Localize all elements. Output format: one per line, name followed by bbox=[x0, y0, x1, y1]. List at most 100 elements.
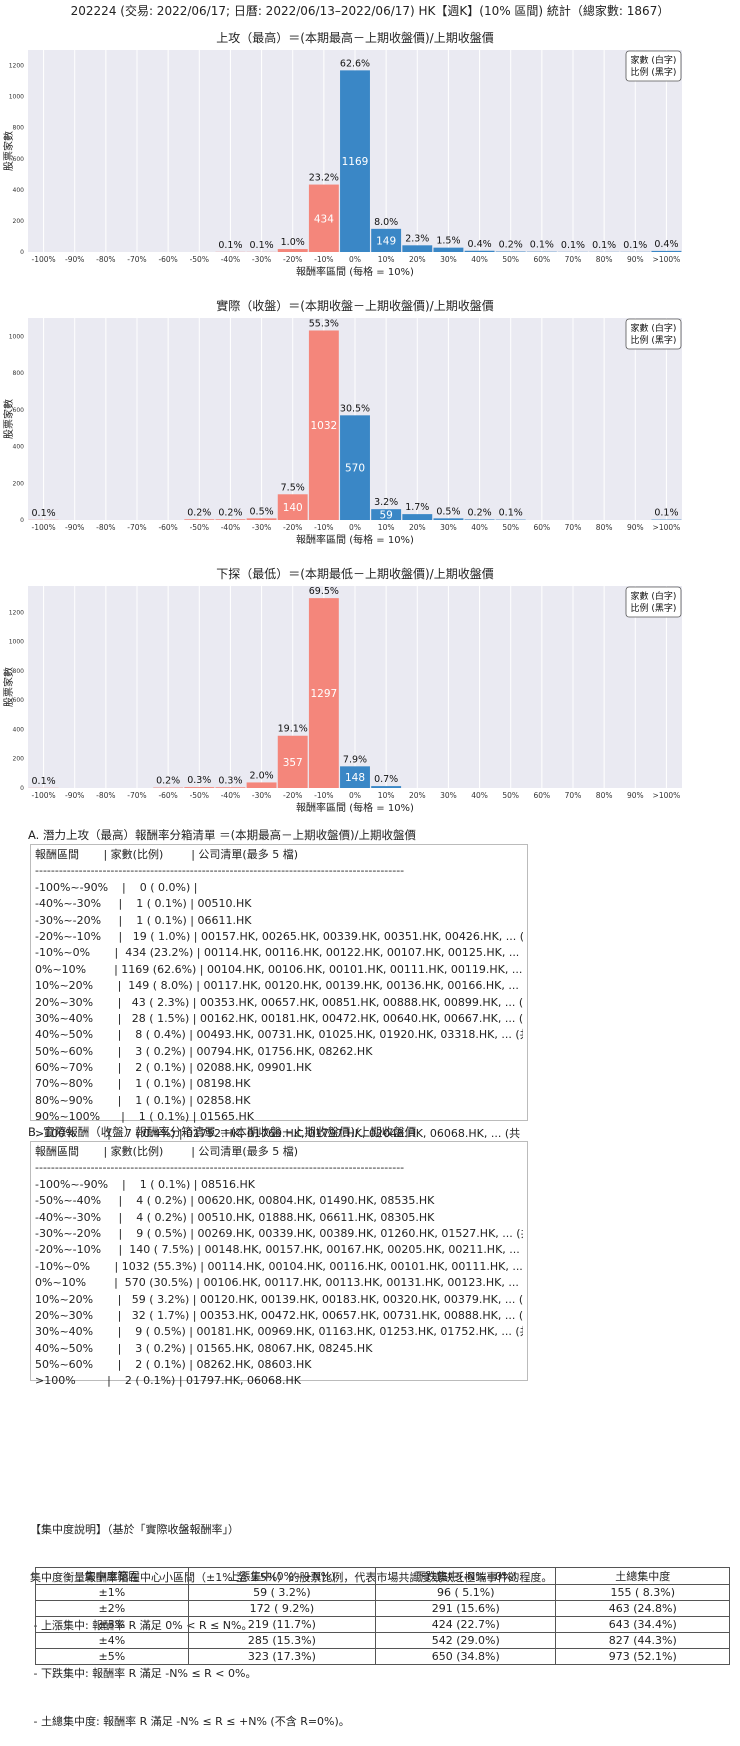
list-divider: ----------------------------------------… bbox=[35, 863, 523, 879]
table-cell: 463 (24.8%) bbox=[556, 1601, 730, 1617]
list-item: 0%~10% | 1169 (62.6%) | 00104.HK, 00106.… bbox=[35, 962, 523, 978]
bar bbox=[433, 248, 463, 252]
list-item: -30%~-20% | 1 ( 0.1%) | 06611.HK bbox=[35, 913, 523, 929]
y-tick-label: 200 bbox=[13, 480, 25, 487]
x-tick-label: 50% bbox=[502, 791, 519, 800]
list-item: 40%~50% | 3 ( 0.2%) | 01565.HK, 08067.HK… bbox=[35, 1341, 523, 1357]
x-tick-label: 60% bbox=[534, 255, 551, 264]
bar-percent-label: 0.2% bbox=[499, 240, 523, 251]
table-header-row: 集中度範圍 上漲集中(0%~+N%) 下跌集中(-N%~0%) 土總集中度 bbox=[36, 1568, 730, 1585]
bar-percent-label: 0.2% bbox=[468, 507, 492, 518]
bar bbox=[184, 519, 214, 520]
bar bbox=[247, 782, 277, 788]
x-tick-label: -90% bbox=[65, 255, 84, 264]
list-item: 50%~60% | 3 ( 0.2%) | 00794.HK, 01756.HK… bbox=[35, 1044, 523, 1060]
table-cell: ±4% bbox=[36, 1633, 189, 1649]
x-tick-label: 80% bbox=[596, 255, 613, 264]
x-tick-label: 20% bbox=[409, 255, 426, 264]
list-item: 80%~90% | 1 ( 0.1%) | 02858.HK bbox=[35, 1093, 523, 1109]
x-tick-label: -70% bbox=[127, 791, 146, 800]
x-tick-label: 10% bbox=[378, 523, 395, 532]
chart-close: 實際（收盤）＝(本期收盤－上期收盤價)/上期收盤價020040060080010… bbox=[0, 290, 740, 558]
x-tick-label: -50% bbox=[190, 791, 209, 800]
list-header: 報酬區間 | 家數(比例) | 公司清單(最多 5 檔) bbox=[35, 1144, 523, 1160]
y-tick-label: 200 bbox=[13, 218, 25, 225]
table-cell: 291 (15.6%) bbox=[376, 1601, 556, 1617]
bar-percent-label: 7.9% bbox=[343, 754, 367, 765]
legend-entry: 比例 (黑字) bbox=[631, 66, 677, 78]
bar-percent-label: 0.1% bbox=[592, 240, 616, 251]
bar bbox=[371, 786, 401, 788]
list-item: -30%~-20% | 9 ( 0.5%) | 00269.HK, 00339.… bbox=[35, 1226, 523, 1242]
bar-percent-label: 0.1% bbox=[32, 508, 56, 519]
list-item: -10%~0% | 434 (23.2%) | 00114.HK, 00116.… bbox=[35, 945, 523, 961]
table-row: ±3% 219 (11.7%) 424 (22.7%) 643 (34.4%) bbox=[36, 1617, 730, 1633]
section-b-title: B. 實際報酬（收盤）報酬率分箱清單 ＝(本期收盤－上期收盤價)/上期收盤價 bbox=[28, 1124, 416, 1140]
list-item: -100%~-90% | 0 ( 0.0%) | bbox=[35, 880, 523, 896]
y-tick-label: 800 bbox=[13, 370, 25, 377]
legend-entry: 家數 (白字) bbox=[631, 590, 677, 602]
bar-percent-label: 55.3% bbox=[309, 318, 339, 329]
bar-percent-label: 1.5% bbox=[436, 236, 460, 247]
bar bbox=[215, 519, 245, 520]
x-tick-label: 30% bbox=[440, 523, 457, 532]
table-row: ±4% 285 (15.3%) 542 (29.0%) 827 (44.3%) bbox=[36, 1633, 730, 1649]
x-tick-label: 50% bbox=[502, 255, 519, 264]
bar bbox=[278, 249, 308, 252]
table-cell: 424 (22.7%) bbox=[376, 1617, 556, 1633]
bar-count-label: 1032 bbox=[310, 420, 337, 432]
bar-percent-label: 7.5% bbox=[281, 482, 305, 493]
section-a-list: 報酬區間 | 家數(比例) | 公司清單(最多 5 檔)------------… bbox=[30, 844, 528, 1121]
legend: 家數 (白字)比例 (黑字) bbox=[626, 51, 681, 81]
bar bbox=[402, 245, 432, 252]
bar-percent-label: 62.6% bbox=[340, 58, 370, 69]
bar bbox=[465, 251, 495, 252]
x-tick-label: -30% bbox=[252, 255, 271, 264]
bar-percent-label: 8.0% bbox=[374, 217, 398, 228]
y-tick-label: 400 bbox=[13, 444, 25, 451]
bar-count-label: 357 bbox=[283, 757, 303, 769]
list-item: -40%~-30% | 4 ( 0.2%) | 00510.HK, 01888.… bbox=[35, 1210, 523, 1226]
bar-count-label: 149 bbox=[376, 235, 396, 247]
x-tick-label: -80% bbox=[96, 791, 115, 800]
x-tick-label: 80% bbox=[596, 791, 613, 800]
chart-title: 下探（最低）＝(本期最低－上期收盤價)/上期收盤價 bbox=[216, 567, 493, 581]
table-cell: 155 ( 8.3%) bbox=[556, 1585, 730, 1601]
bar-count-label: 148 bbox=[345, 772, 365, 784]
list-item: -10%~0% | 1032 (55.3%) | 00114.HK, 00104… bbox=[35, 1259, 523, 1275]
x-tick-label: -60% bbox=[158, 255, 177, 264]
x-tick-label: 0% bbox=[349, 255, 361, 264]
bar bbox=[433, 518, 463, 520]
x-tick-label: -10% bbox=[314, 255, 333, 264]
x-tick-label: -20% bbox=[283, 255, 302, 264]
list-item: -40%~-30% | 1 ( 0.1%) | 00510.HK bbox=[35, 896, 523, 912]
x-tick-label: 70% bbox=[565, 255, 582, 264]
list-item: 60%~70% | 2 ( 0.1%) | 02088.HK, 09901.HK bbox=[35, 1060, 523, 1076]
x-tick-label: -60% bbox=[158, 791, 177, 800]
x-tick-label: -40% bbox=[221, 523, 240, 532]
x-tick-label: 90% bbox=[627, 255, 644, 264]
x-tick-label: -60% bbox=[158, 523, 177, 532]
table-cell: 643 (34.4%) bbox=[556, 1617, 730, 1633]
bar-percent-label: 0.1% bbox=[561, 240, 585, 251]
bar-percent-label: 0.2% bbox=[218, 507, 242, 518]
bar-percent-label: 0.2% bbox=[187, 507, 211, 518]
bar-percent-label: 0.2% bbox=[156, 776, 180, 787]
table-row: ±1% 59 ( 3.2%) 96 ( 5.1%) 155 ( 8.3%) bbox=[36, 1585, 730, 1601]
bar-percent-label: 2.3% bbox=[405, 233, 429, 244]
list-item: 20%~30% | 32 ( 1.7%) | 00353.HK, 00472.H… bbox=[35, 1308, 523, 1324]
section-a-title: A. 潛力上攻（最高）報酬率分箱清單 ＝(本期最高－上期收盤價)/上期收盤價 bbox=[28, 827, 416, 843]
bar bbox=[651, 251, 681, 252]
y-tick-label: 400 bbox=[13, 187, 25, 194]
table-cell: 96 ( 5.1%) bbox=[376, 1585, 556, 1601]
bar-count-label: 140 bbox=[283, 502, 303, 514]
list-item: -20%~-10% | 140 ( 7.5%) | 00148.HK, 0015… bbox=[35, 1242, 523, 1258]
bar-percent-label: 0.5% bbox=[436, 506, 460, 517]
bar-count-label: 1169 bbox=[342, 156, 369, 168]
x-tick-label: -70% bbox=[127, 523, 146, 532]
bar-percent-label: 19.1% bbox=[278, 724, 308, 735]
x-tick-label: 20% bbox=[409, 523, 426, 532]
x-tick-label: -100% bbox=[31, 791, 55, 800]
x-tick-label: 60% bbox=[534, 791, 551, 800]
bar-percent-label: 1.7% bbox=[405, 502, 429, 513]
